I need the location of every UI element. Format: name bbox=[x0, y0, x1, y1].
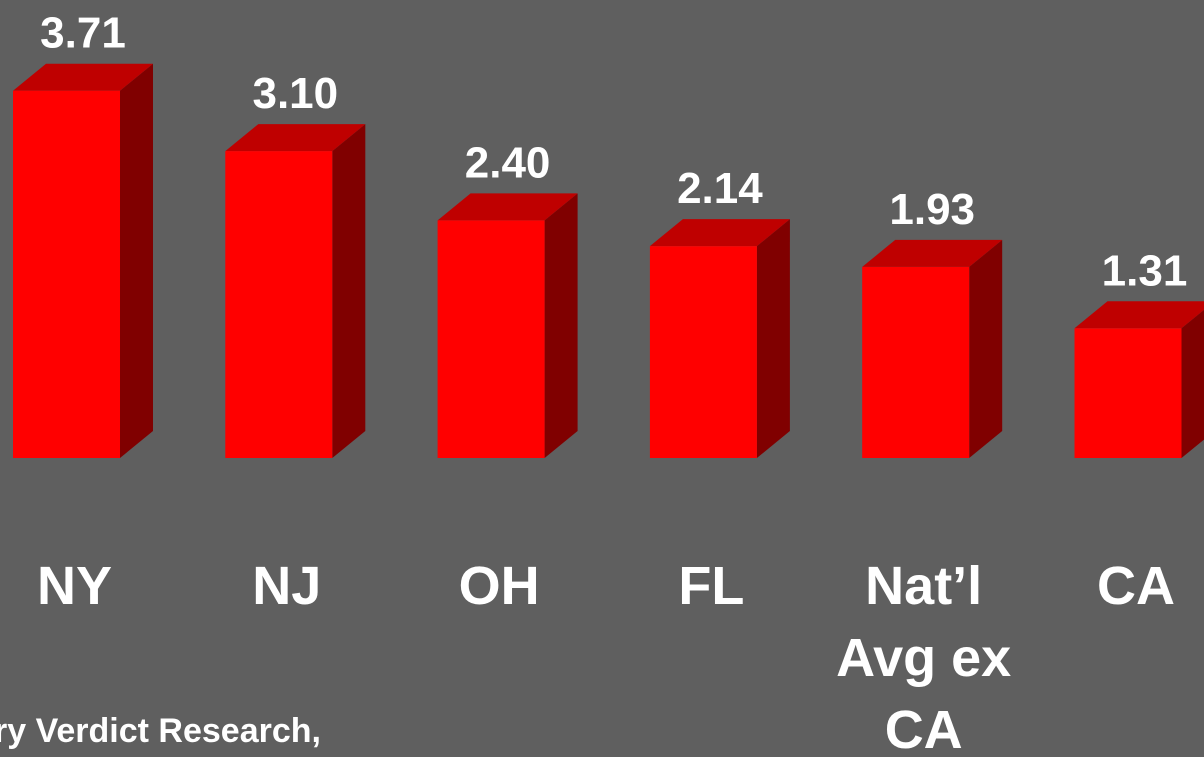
value-label: 2.40 bbox=[465, 138, 551, 187]
bar bbox=[862, 266, 970, 458]
value-label: 3.71 bbox=[40, 9, 126, 58]
x-tick-label: CA bbox=[1097, 556, 1175, 616]
bar-top bbox=[1074, 301, 1204, 329]
x-tick-label: NY bbox=[36, 556, 112, 616]
bar-side bbox=[120, 63, 153, 459]
value-label: 1.31 bbox=[1102, 246, 1188, 295]
x-tick-label: FL bbox=[678, 556, 745, 616]
bar-top bbox=[437, 193, 578, 221]
x-tick-label: Nat’l Avg ex CA bbox=[836, 556, 1012, 757]
bar-side bbox=[969, 239, 1003, 458]
bar-side bbox=[332, 124, 366, 458]
bar bbox=[225, 151, 333, 458]
bar-side bbox=[544, 193, 578, 458]
x-tick-label: OH bbox=[458, 556, 540, 616]
bar bbox=[13, 90, 120, 459]
bar-top bbox=[862, 239, 1003, 267]
bar-top bbox=[13, 63, 153, 91]
bar-side bbox=[756, 219, 790, 458]
value-label: 2.14 bbox=[677, 164, 763, 213]
bar-top bbox=[649, 219, 790, 247]
bar bbox=[1074, 328, 1182, 458]
x-tick-label: NJ bbox=[252, 556, 322, 616]
source-note: ry Verdict Research, bbox=[0, 712, 321, 750]
bar-top bbox=[225, 124, 366, 152]
bar-side bbox=[1181, 309, 1204, 458]
value-label: 3.10 bbox=[252, 69, 338, 118]
bar bbox=[649, 246, 757, 458]
value-label: 1.93 bbox=[889, 185, 975, 234]
bar bbox=[437, 220, 545, 458]
